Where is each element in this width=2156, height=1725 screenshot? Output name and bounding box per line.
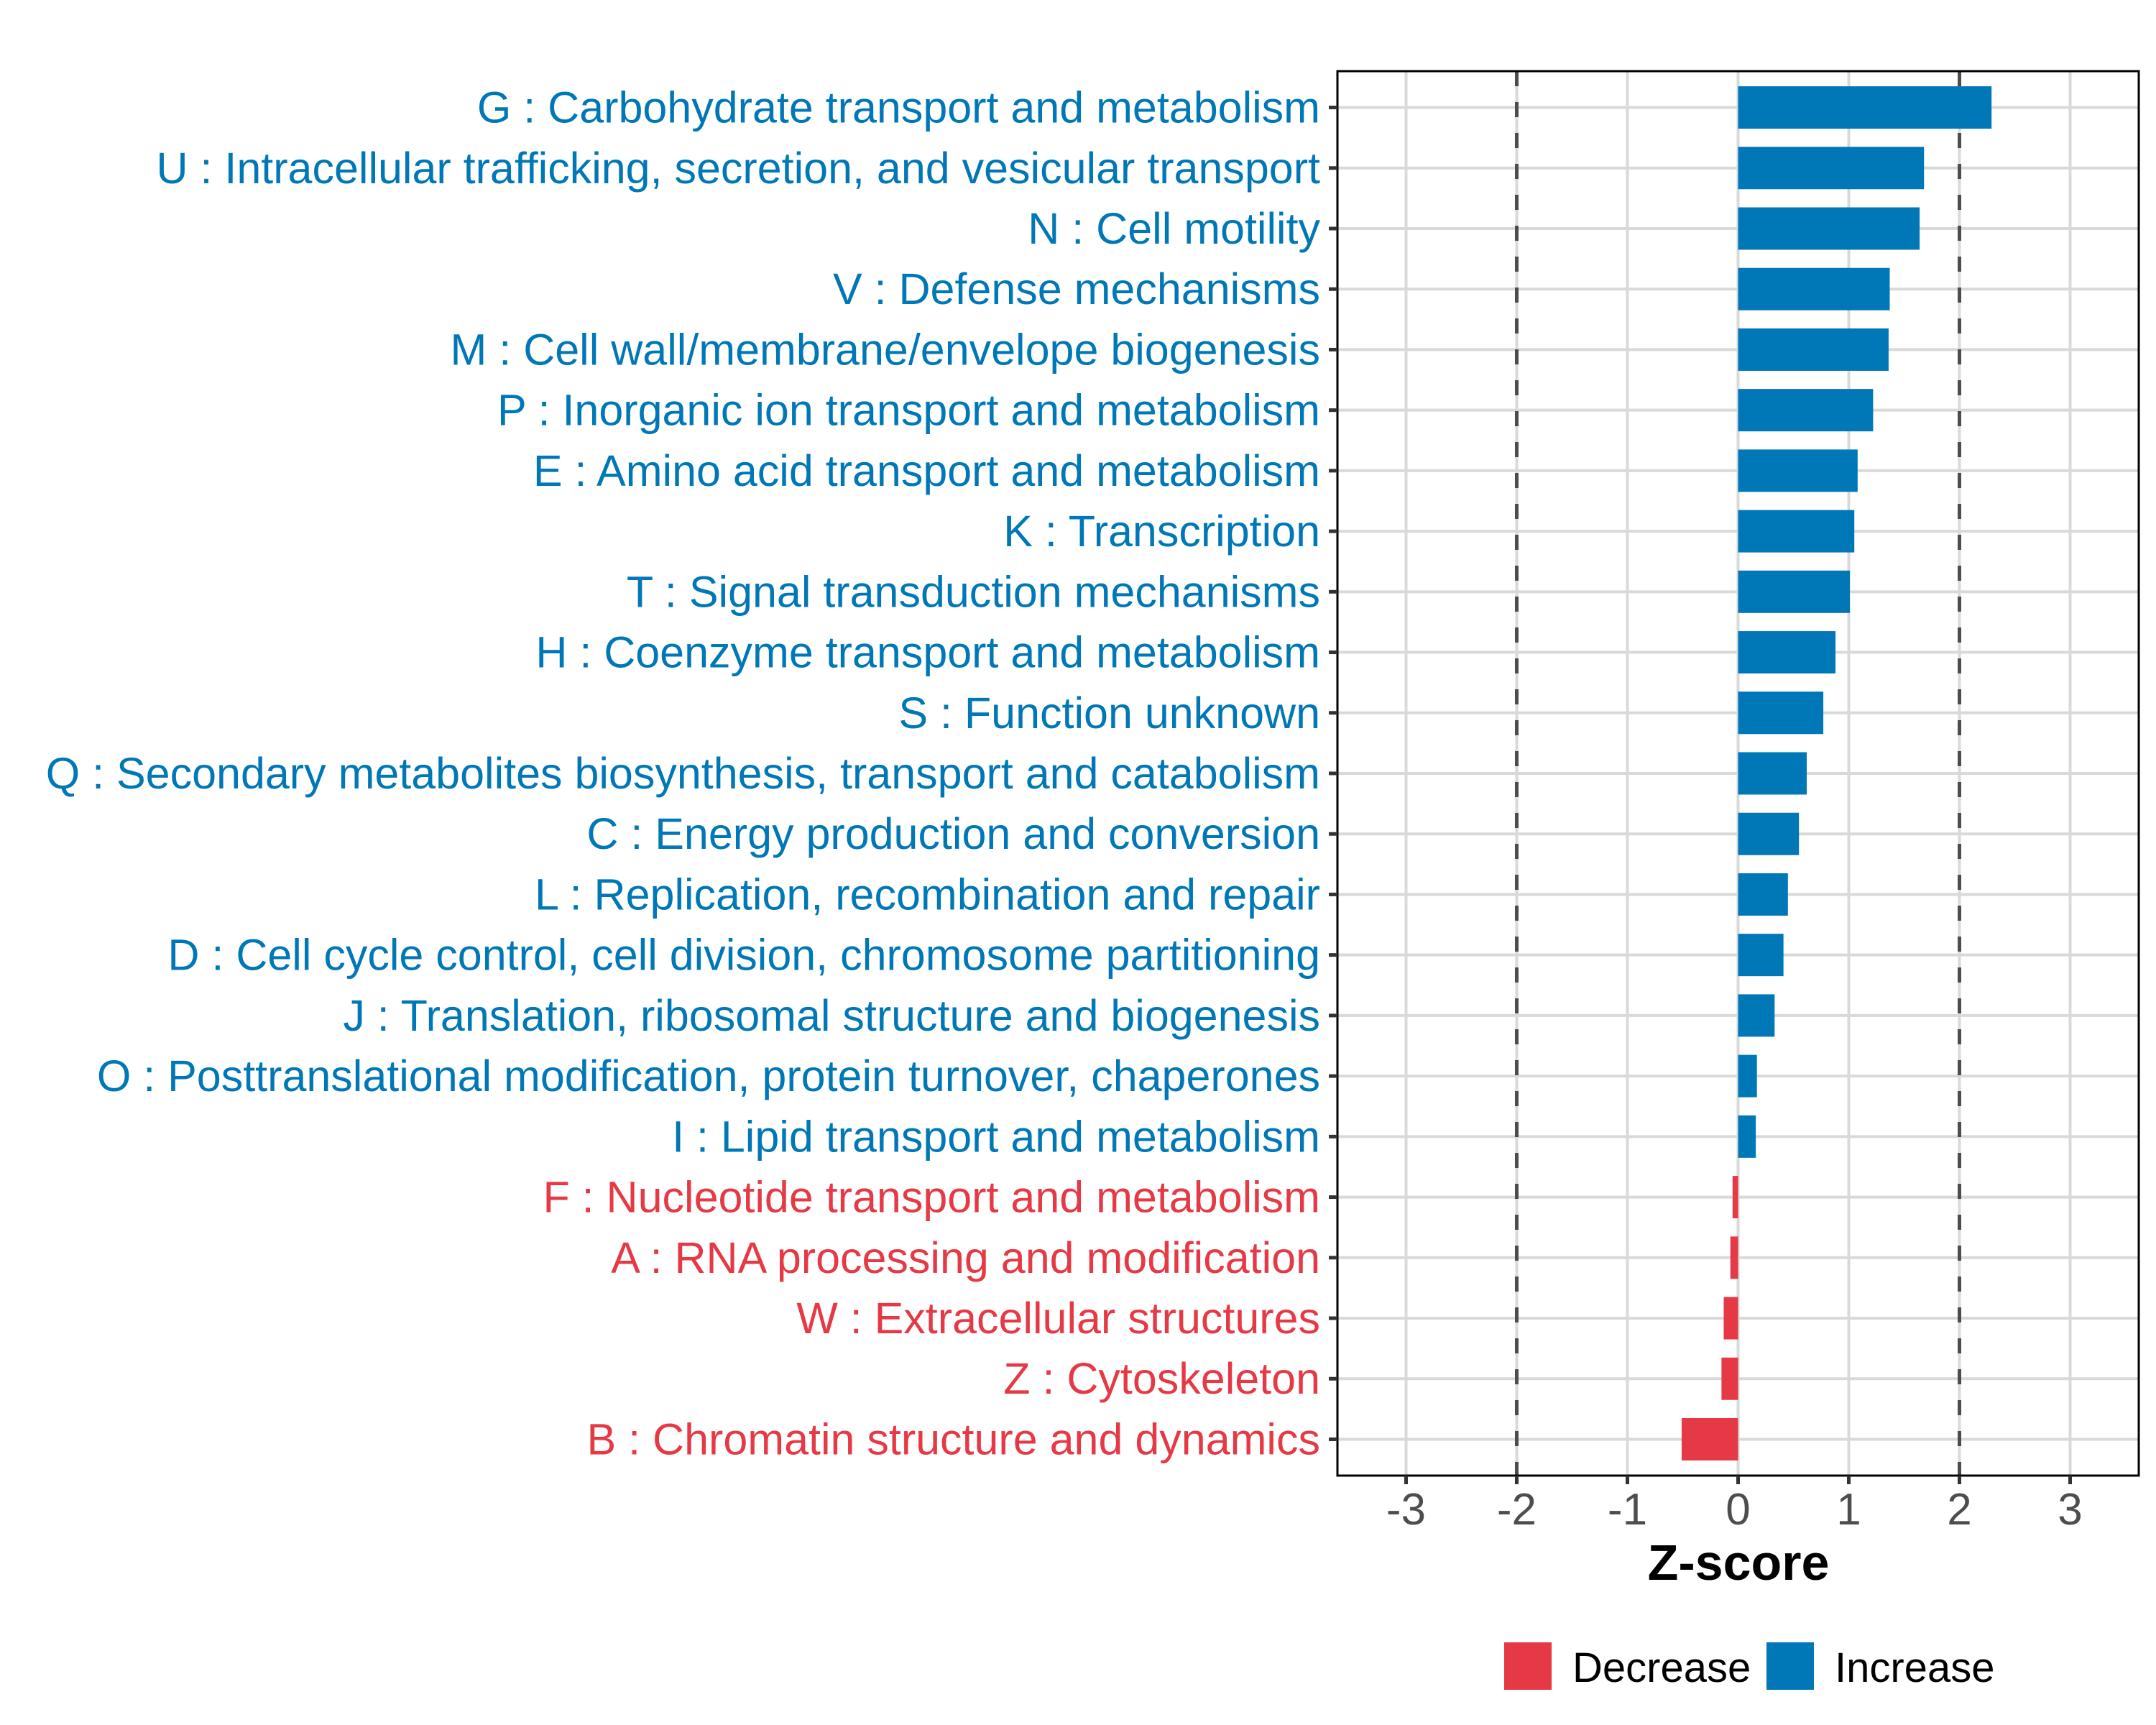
legend: Decrease Increase xyxy=(1504,1642,1994,1691)
category-label: H : Coenzyme transport and metabolism xyxy=(535,628,1320,677)
category-label: F : Nucleotide transport and metabolism xyxy=(543,1173,1320,1222)
x-tick-label: 1 xyxy=(1836,1485,1861,1535)
category-label: P : Inorganic ion transport and metaboli… xyxy=(497,386,1320,435)
category-label: U : Intracellular trafficking, secretion… xyxy=(157,144,1321,193)
category-label: W : Extracellular structures xyxy=(796,1294,1320,1343)
x-axis-ticks xyxy=(1404,1476,2073,1484)
legend-label-increase: Increase xyxy=(1835,1644,1994,1691)
legend-label-decrease: Decrease xyxy=(1572,1644,1751,1691)
legend-swatch-decrease xyxy=(1504,1642,1552,1690)
category-label: C : Energy production and conversion xyxy=(586,809,1320,858)
bar-a xyxy=(1730,1236,1738,1279)
x-tick-label: -2 xyxy=(1497,1485,1537,1535)
y-axis-labels: G : Carbohydrate transport and metabolis… xyxy=(46,83,1321,1464)
x-tick-label: 0 xyxy=(1726,1485,1750,1535)
bar-g xyxy=(1738,86,1992,129)
category-label: L : Replication, recombination and repai… xyxy=(535,870,1320,919)
category-label: O : Posttranslational modification, prot… xyxy=(97,1052,1320,1100)
bar-t xyxy=(1738,570,1851,613)
bar-l xyxy=(1738,873,1788,916)
x-tick-label: -3 xyxy=(1386,1485,1426,1535)
bar-s xyxy=(1738,691,1824,735)
bar-k xyxy=(1738,510,1855,553)
category-label: E : Amino acid transport and metabolism xyxy=(533,446,1320,495)
bar-z xyxy=(1721,1357,1738,1400)
bar-u xyxy=(1738,147,1925,190)
category-label: M : Cell wall/membrane/envelope biogenes… xyxy=(451,325,1320,374)
bar-h xyxy=(1738,631,1836,674)
x-tick-label: 3 xyxy=(2058,1485,2082,1535)
bar-b xyxy=(1681,1417,1738,1460)
bar-m xyxy=(1738,328,1889,371)
bar-d xyxy=(1738,934,1784,977)
category-label: S : Function unknown xyxy=(898,689,1320,737)
category-label: A : RNA processing and modification xyxy=(611,1233,1320,1282)
x-tick-label: 2 xyxy=(1947,1485,1971,1535)
x-tick-label: -1 xyxy=(1608,1485,1647,1535)
bar-o xyxy=(1738,1054,1757,1098)
category-label: I : Lipid transport and metabolism xyxy=(672,1112,1320,1161)
y-axis-ticks xyxy=(1329,106,1337,1441)
bar-n xyxy=(1738,207,1920,250)
x-axis-labels: -3 -2 -1 0 1 2 3 xyxy=(1386,1485,2083,1535)
bar-w xyxy=(1723,1297,1738,1340)
bar-v xyxy=(1738,267,1890,310)
bar-j xyxy=(1738,994,1775,1037)
category-label: B : Chromatin structure and dynamics xyxy=(587,1414,1320,1463)
category-label: G : Carbohydrate transport and metabolis… xyxy=(477,83,1320,132)
category-label: T : Signal transduction mechanisms xyxy=(627,567,1320,616)
bar-f xyxy=(1732,1176,1738,1219)
category-label: Q : Secondary metabolites biosynthesis, … xyxy=(46,749,1320,798)
bar-q xyxy=(1738,752,1807,795)
bar-c xyxy=(1738,812,1800,855)
x-axis-title: Z-score xyxy=(1648,1535,1830,1591)
bar-e xyxy=(1738,449,1858,492)
bar-p xyxy=(1738,389,1874,432)
legend-swatch-increase xyxy=(1766,1642,1814,1690)
category-label: D : Cell cycle control, cell division, c… xyxy=(167,931,1320,980)
category-label: K : Transcription xyxy=(1003,507,1320,556)
category-label: J : Translation, ribosomal structure and… xyxy=(343,991,1320,1040)
category-label: Z : Cytoskeleton xyxy=(1003,1354,1320,1403)
bars xyxy=(1681,86,1992,1460)
category-label: V : Defense mechanisms xyxy=(833,264,1320,313)
bar-i xyxy=(1738,1115,1756,1158)
category-label: N : Cell motility xyxy=(1028,204,1320,253)
